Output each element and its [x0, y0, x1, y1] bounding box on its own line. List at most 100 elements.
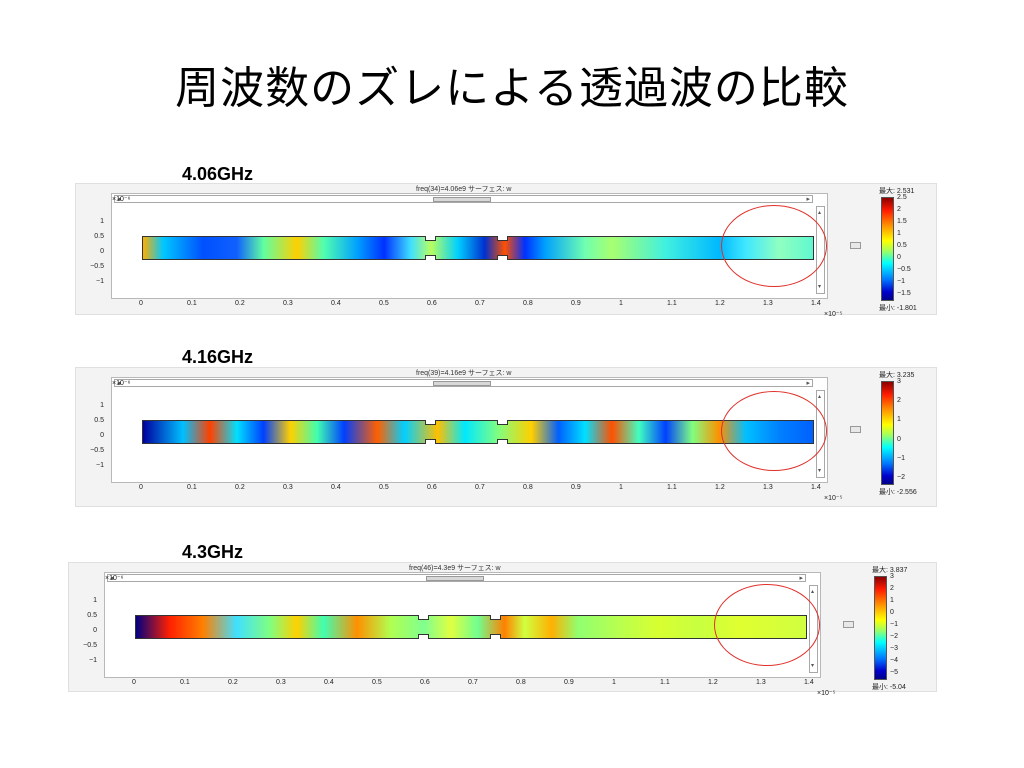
y-tick-label: −1 [89, 657, 97, 664]
colorbar-tick-label: 1 [897, 416, 901, 424]
horizontal-scrollbar[interactable]: ◂ ▸ [114, 379, 813, 387]
scrollbar-thumb[interactable] [433, 381, 491, 386]
scroll-right-arrow-icon[interactable]: ▸ [799, 574, 803, 582]
x-tick-label: 1.2 [715, 484, 725, 491]
x-tick-label: 0.5 [379, 300, 389, 307]
colorbar-tick-label: 1 [897, 230, 901, 237]
scroll-left-arrow-icon[interactable]: ◂ [110, 574, 114, 582]
colorbar-tick-label: −1.5 [897, 290, 911, 297]
colorbar-tick-label: 2 [897, 206, 901, 213]
scroll-right-arrow-icon[interactable]: ▸ [806, 195, 810, 203]
waveguide-field-surface [135, 615, 807, 639]
x-tick-label: 0.7 [475, 300, 485, 307]
y-tick-label: 1 [100, 402, 104, 409]
waveguide-notch [497, 420, 508, 425]
colorbar-tick-label: 2 [897, 397, 901, 405]
colorbar-tick-label: 2 [890, 585, 894, 592]
comsol-plot-panel: freq(39)=4.16e9 サーフェス: w ◂ ▸ ▴ ▾ ×10⁻⁶ 1 0.5 0 −0… [75, 367, 937, 507]
scrollbar-thumb[interactable] [426, 576, 484, 581]
highlight-circle [721, 205, 827, 287]
waveguide-notch [425, 236, 436, 241]
scrollbar-thumb[interactable] [433, 197, 491, 202]
y-tick-label: −0.5 [90, 263, 104, 270]
x-tick-label: 1.4 [804, 679, 814, 686]
x-tick-label: 1 [619, 484, 623, 491]
colorbar-tick-label: −0.5 [897, 266, 911, 273]
x-tick-label: 0.8 [516, 679, 526, 686]
x-tick-label: 0.2 [228, 679, 238, 686]
slide-title: 周波数のズレによる透過波の比較 [175, 63, 849, 114]
waveguide-notch [497, 236, 508, 241]
x-tick-label: 1.2 [715, 300, 725, 307]
comsol-plot-panel: freq(46)=4.3e9 サーフェス: w ◂ ▸ ▴ ▾ ×10⁻⁶ 1 0.5 0 −0.… [68, 562, 937, 697]
horizontal-scrollbar[interactable]: ◂ ▸ [107, 574, 806, 582]
highlight-circle [714, 584, 820, 666]
scroll-down-arrow-icon[interactable]: ▾ [811, 662, 815, 669]
vertical-slider-handle[interactable] [850, 426, 861, 433]
vertical-slider-handle[interactable] [843, 621, 854, 628]
x-tick-label: 1 [619, 300, 623, 307]
waveguide-notch [418, 634, 429, 639]
plot-title: freq(46)=4.3e9 サーフェス: w [409, 565, 501, 572]
colorbar [874, 576, 887, 680]
y-tick-label: 1 [93, 597, 97, 604]
x-tick-label: 0.5 [372, 679, 382, 686]
scroll-up-arrow-icon[interactable]: ▴ [818, 209, 822, 216]
colorbar-tick-label: −3 [890, 645, 898, 652]
colorbar-tick-label: −2 [897, 474, 905, 481]
colorbar-tick-label: −1 [890, 621, 898, 628]
x-tick-label: 0 [132, 679, 136, 686]
colorbar-tick-label: −5 [890, 669, 898, 676]
x-tick-label: 0.4 [324, 679, 334, 686]
x-tick-label: 0.1 [180, 679, 190, 686]
waveguide-notch [497, 439, 508, 444]
x-tick-label: 0.9 [571, 484, 581, 491]
colorbar [881, 381, 894, 485]
y-tick-label: −1 [96, 278, 104, 285]
colorbar [881, 197, 894, 301]
waveguide-notch [490, 615, 501, 620]
x-tick-label: 1.3 [756, 679, 766, 686]
scroll-left-arrow-icon[interactable]: ◂ [117, 195, 121, 203]
y-tick-label: 0 [100, 432, 104, 439]
x-tick-label: 1.1 [667, 300, 677, 307]
scroll-down-arrow-icon[interactable]: ▾ [818, 467, 822, 474]
colorbar-max-label: 最大: 3.837 [872, 567, 908, 574]
y-tick-label: 0.5 [94, 417, 104, 424]
x-tick-label: 1.4 [811, 300, 821, 307]
y-tick-label: 0.5 [87, 612, 97, 619]
y-tick-label: 1 [100, 218, 104, 225]
x-axis-exponent: ×10⁻⁵ [824, 311, 843, 318]
x-tick-label: 0.2 [235, 484, 245, 491]
panel-frequency-label: 4.06GHz [182, 164, 254, 184]
horizontal-scrollbar[interactable]: ◂ ▸ [114, 195, 813, 203]
plot-title: freq(39)=4.16e9 サーフェス: w [416, 370, 512, 377]
colorbar-tick-label: 3 [897, 378, 901, 385]
y-tick-label: −1 [96, 462, 104, 469]
scroll-down-arrow-icon[interactable]: ▾ [818, 283, 822, 290]
colorbar-min-label: 最小: -2.556 [879, 489, 917, 496]
scroll-left-arrow-icon[interactable]: ◂ [117, 379, 121, 387]
x-tick-label: 0.3 [283, 484, 293, 491]
waveguide-notch [497, 255, 508, 260]
x-tick-label: 1.3 [763, 484, 773, 491]
waveguide-field-surface [142, 236, 814, 260]
x-tick-label: 0.7 [475, 484, 485, 491]
x-axis-exponent: ×10⁻⁵ [817, 690, 836, 697]
colorbar-tick-label: 1 [890, 597, 894, 604]
y-tick-label: −0.5 [90, 447, 104, 454]
x-tick-label: 0.5 [379, 484, 389, 491]
panel-frequency-label: 4.16GHz [182, 347, 254, 367]
scroll-up-arrow-icon[interactable]: ▴ [811, 588, 815, 595]
x-tick-label: 0.3 [276, 679, 286, 686]
waveguide-notch [490, 634, 501, 639]
x-tick-label: 1.2 [708, 679, 718, 686]
x-tick-label: 0.6 [427, 300, 437, 307]
vertical-slider-handle[interactable] [850, 242, 861, 249]
y-tick-label: 0 [100, 248, 104, 255]
colorbar-tick-label: 0 [897, 435, 901, 443]
x-tick-label: 0.1 [187, 484, 197, 491]
x-tick-label: 0 [139, 300, 143, 307]
scroll-right-arrow-icon[interactable]: ▸ [806, 379, 810, 387]
scroll-up-arrow-icon[interactable]: ▴ [818, 393, 822, 400]
